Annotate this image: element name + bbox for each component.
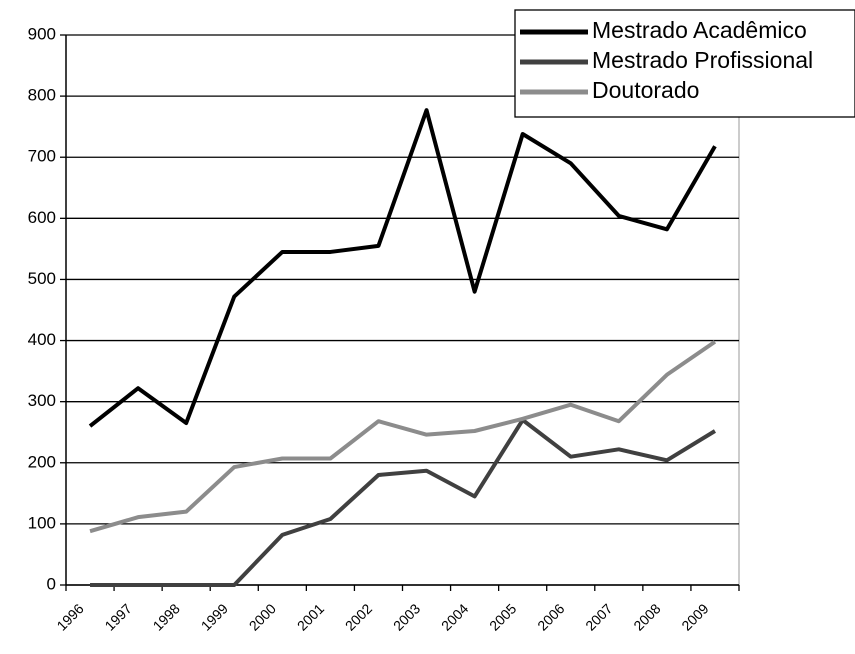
x-tick-label: 1999 [198, 600, 231, 633]
legend-label: Mestrado Profissional [592, 47, 813, 73]
x-tick-label: 2005 [486, 600, 519, 633]
y-tick-label: 700 [28, 147, 56, 166]
y-tick-label: 300 [28, 391, 56, 410]
y-tick-label: 500 [28, 269, 56, 288]
series-line [90, 418, 717, 587]
legend-label: Mestrado Acadêmico [592, 17, 807, 43]
y-tick-label: 0 [47, 574, 56, 593]
series-line [89, 340, 717, 534]
y-tick-label: 800 [28, 86, 56, 105]
y-tick-label: 400 [28, 330, 56, 349]
x-tick-label: 1998 [150, 600, 183, 633]
legend-label: Doutorado [592, 77, 699, 103]
y-tick-label: 100 [28, 513, 56, 532]
x-tick-label: 1997 [102, 600, 135, 633]
x-tick-label: 2008 [630, 600, 663, 633]
x-tick-label: 2004 [438, 600, 471, 633]
y-tick-label: 200 [28, 452, 56, 471]
x-tick-label: 2009 [678, 600, 711, 633]
x-tick-label: 2006 [534, 600, 567, 633]
x-tick-label: 2003 [390, 600, 423, 633]
y-tick-label: 900 [28, 24, 56, 43]
x-tick-label: 2002 [342, 600, 375, 633]
x-tick-label: 1996 [53, 600, 86, 633]
series-line [88, 108, 717, 428]
x-tick-label: 2001 [294, 600, 327, 633]
x-tick-label: 2000 [246, 600, 279, 633]
x-tick-label: 2007 [582, 600, 615, 633]
y-tick-label: 600 [28, 208, 56, 227]
